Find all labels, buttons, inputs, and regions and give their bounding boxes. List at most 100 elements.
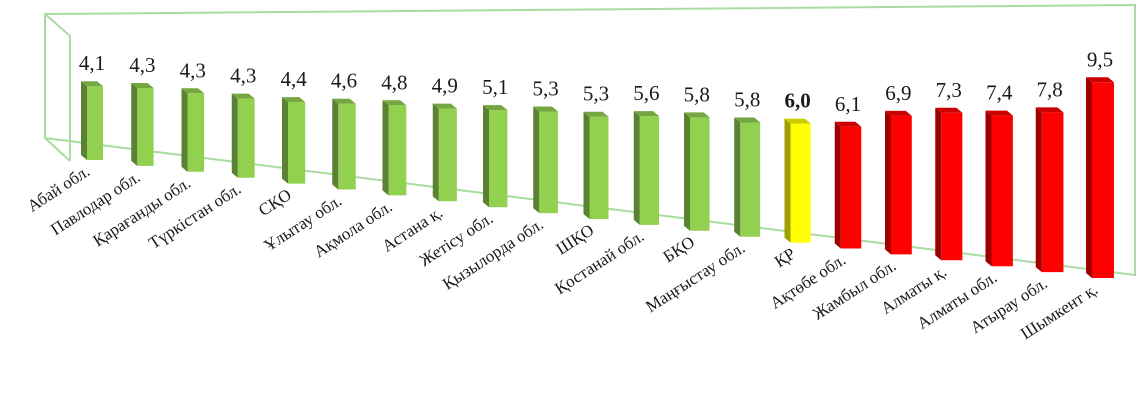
value-labels-group: 4,1 4,3 4,3 4,3 4,4 4,6 4,8 4,9 5,1 5,3 5,3 5,6 5,8 5… [79, 47, 1113, 116]
category-label: ҚР [771, 244, 799, 271]
bar-top-face [885, 110, 912, 116]
bar-16 [834, 121, 862, 249]
value-label: 5,8 [684, 82, 710, 106]
bar-side-face [935, 107, 942, 261]
bar-front-face [1041, 112, 1064, 273]
bar-18 [935, 107, 963, 261]
bar-1 [81, 81, 103, 160]
bar-6 [332, 98, 356, 190]
bar-front-face [87, 86, 103, 160]
bar-side-face [131, 82, 138, 166]
frame-floor-edge [44, 137, 71, 162]
value-label: 9,5 [1087, 47, 1113, 71]
bar-front-face [991, 115, 1013, 267]
chart-frame [44, 3, 1136, 277]
bar-top-face [483, 105, 508, 111]
bar-3 [181, 88, 205, 172]
bar-top-face [131, 82, 154, 88]
bar-front-face [237, 98, 255, 178]
bar-15 [784, 118, 811, 243]
bar-front-face [539, 111, 558, 214]
bar-top-face [282, 97, 306, 103]
bar-top-face [1035, 107, 1064, 113]
bar-side-face [432, 103, 439, 202]
value-label: 4,4 [280, 67, 307, 91]
bar-top-face [432, 103, 457, 109]
bar-7 [382, 100, 407, 196]
value-label: 4,1 [79, 51, 105, 75]
bar-side-face [734, 117, 741, 237]
frame-side-edge [44, 13, 71, 161]
bar-5 [282, 97, 306, 184]
bar-side-face [784, 118, 791, 243]
bar-top-face [533, 106, 558, 112]
frame-back-wall [44, 3, 1136, 277]
bar-front-face [438, 108, 457, 202]
bar-front-face [790, 123, 811, 243]
bar-front-face [941, 112, 963, 261]
value-label: 5,6 [633, 81, 659, 105]
bar-front-face [137, 87, 154, 166]
bar-top-face [935, 107, 963, 113]
bar-side-face [81, 81, 87, 160]
bar-top-face [332, 98, 356, 104]
bar-top-face [784, 118, 811, 124]
bar-14 [734, 117, 761, 237]
value-label: 4,3 [230, 64, 256, 88]
bar-9 [483, 105, 508, 208]
value-label: 5,1 [482, 75, 508, 99]
value-label: 7,3 [936, 78, 962, 102]
bar-10 [533, 106, 558, 214]
bar-side-face [834, 121, 841, 249]
bar-front-face [288, 102, 306, 184]
bar-12 [633, 111, 660, 225]
bar-side-face [483, 105, 489, 208]
bar-side-face [1035, 107, 1042, 273]
bar-20 [1035, 107, 1064, 273]
bar-top-face [633, 111, 660, 117]
value-label: 4,3 [180, 58, 206, 82]
bar-front-face [1092, 82, 1114, 278]
bar-front-face [639, 116, 660, 225]
bar-front-face [690, 117, 710, 231]
value-label: 4,3 [129, 53, 155, 77]
value-label: 4,6 [331, 69, 357, 93]
bar-front-face [740, 122, 761, 237]
bar-front-face [187, 93, 205, 172]
bar-side-face [633, 111, 640, 225]
bar-front-face [589, 116, 609, 219]
bar-side-face [231, 93, 238, 178]
bar-side-face [332, 98, 339, 190]
value-label: 4,8 [381, 70, 407, 94]
bar-top-face [382, 100, 407, 106]
bar-13 [684, 112, 710, 231]
value-label: 6,9 [885, 81, 911, 105]
value-label: 6,1 [835, 92, 861, 116]
value-label: 7,4 [986, 81, 1013, 105]
bar-side-face [885, 110, 891, 255]
bar-side-face [181, 88, 188, 172]
bar-4 [231, 93, 255, 178]
bar-front-face [489, 110, 508, 208]
bar-11 [583, 111, 609, 219]
bar-19 [985, 110, 1013, 267]
bar-side-face [583, 111, 590, 219]
bar-side-face [985, 110, 992, 267]
bar-top-face [231, 93, 255, 99]
bar-side-face [382, 100, 389, 196]
category-label: БҚО [660, 232, 698, 266]
value-label: 5,3 [532, 76, 558, 100]
bar-17 [885, 110, 912, 255]
bars-group [81, 77, 1114, 278]
value-label: 5,3 [583, 82, 609, 106]
value-label: 5,8 [734, 87, 760, 111]
bar-front-face [891, 115, 912, 255]
value-label: 4,9 [432, 74, 458, 98]
category-label: СҚО [255, 185, 295, 220]
bar-top-face [583, 111, 609, 117]
value-label: 7,8 [1036, 77, 1062, 101]
bar-front-face [840, 126, 862, 249]
bar-2 [131, 82, 154, 166]
bar-front-face [338, 103, 356, 190]
